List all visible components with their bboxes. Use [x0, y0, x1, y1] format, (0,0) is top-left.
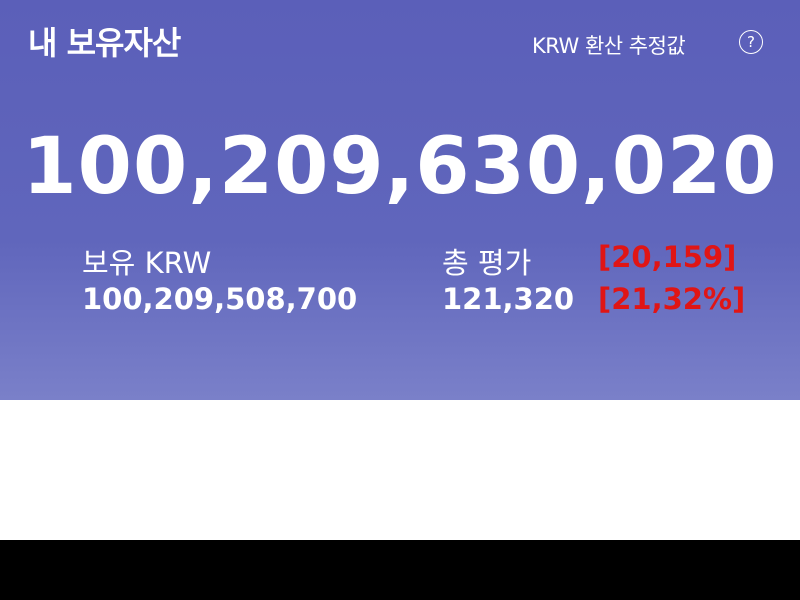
- holdings-label: 보유 KRW: [82, 246, 212, 280]
- asset-summary-panel: 내 보유자산 KRW 환산 추정값 ? 100,209,630,020 보유 K…: [0, 0, 800, 400]
- profit-rate: [21,32%]: [598, 282, 746, 316]
- evaluation-value: 121,320: [442, 282, 575, 316]
- evaluation-label: 총 평가: [442, 246, 532, 280]
- holdings-value: 100,209,508,700: [82, 282, 358, 316]
- question-circle-icon[interactable]: ?: [739, 30, 763, 54]
- content-area: [0, 400, 800, 540]
- profit-amount: [20,159]: [598, 240, 737, 274]
- krw-conversion-label: KRW 환산 추정값: [532, 34, 686, 58]
- page-title: 내 보유자산: [28, 24, 181, 62]
- bottom-bar: [0, 540, 800, 600]
- total-assets-value: 100,209,630,020: [22, 122, 778, 212]
